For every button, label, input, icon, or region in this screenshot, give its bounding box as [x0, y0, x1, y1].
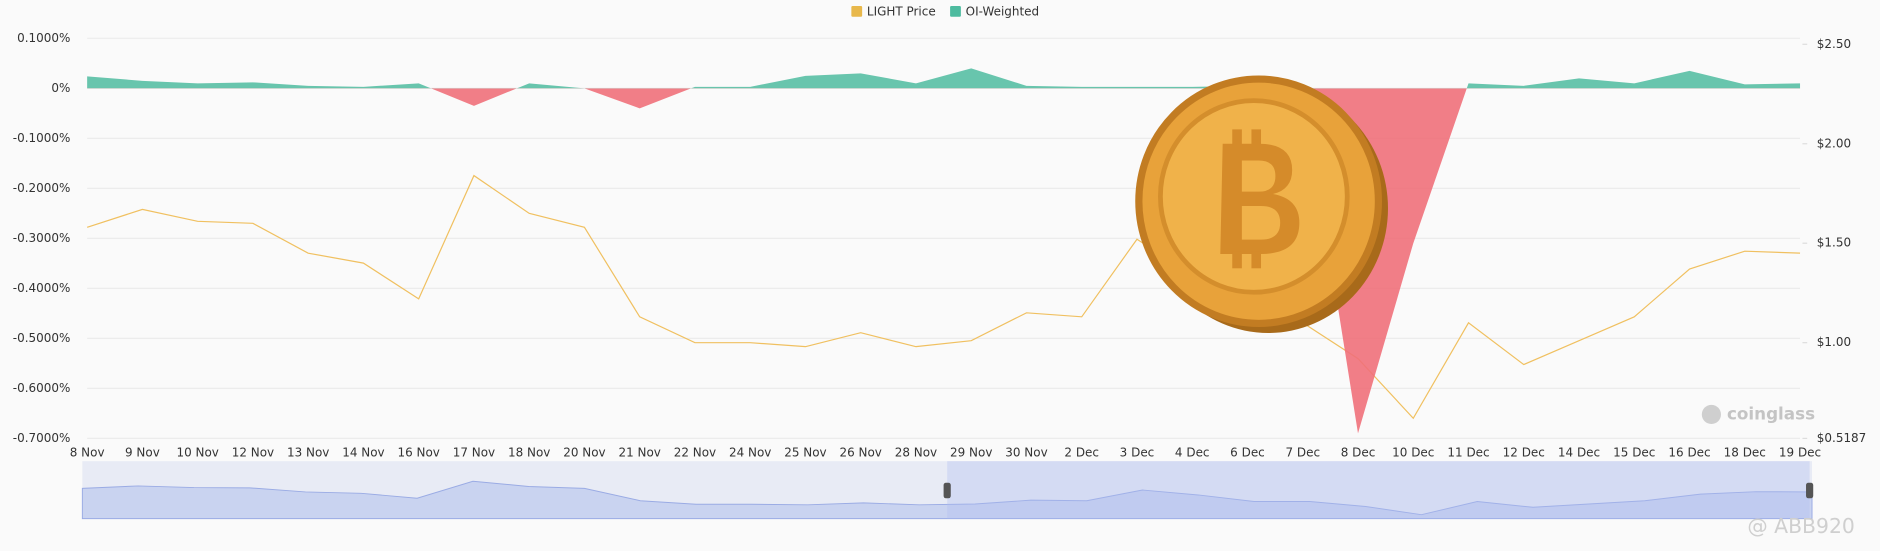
- x-tick-label: 21 Nov: [618, 445, 660, 459]
- area-positive: [87, 68, 1801, 89]
- x-tick-label: 14 Dec: [1558, 445, 1600, 459]
- x-tick-label: 18 Dec: [1724, 445, 1766, 459]
- x-tick-label: 20 Nov: [563, 445, 605, 459]
- x-tick-label: 17 Nov: [453, 445, 495, 459]
- legend-swatch: [950, 5, 961, 17]
- x-tick-label: 26 Nov: [840, 445, 882, 459]
- x-tick-label: 25 Nov: [784, 445, 826, 459]
- y2-tick-label: $2.50: [1817, 37, 1851, 51]
- y-tick-label: -0.7000%: [13, 431, 71, 445]
- x-tick-label: 8 Nov: [70, 445, 105, 459]
- y-tick-label: -0.6000%: [13, 381, 71, 395]
- x-tick-label: 12 Nov: [232, 445, 274, 459]
- x-tick-label: 15 Dec: [1613, 445, 1655, 459]
- price-line: [86, 174, 1801, 420]
- watermark: @ ABB920: [1747, 514, 1855, 538]
- watermark-logo: [1701, 404, 1721, 425]
- y2-tick-label: $2.00: [1817, 136, 1851, 150]
- x-tick-label: 28 Nov: [895, 445, 937, 459]
- x-tick-label: 7 Dec: [1285, 445, 1320, 459]
- x-tick-label: 8 Dec: [1341, 445, 1376, 459]
- x-tick-label: 22 Nov: [674, 445, 716, 459]
- navigator-handle[interactable]: [1806, 482, 1814, 499]
- x-tick-label: 16 Nov: [397, 445, 439, 459]
- navigator-area: [81, 480, 1813, 520]
- y-tick-label: 0.1000%: [17, 31, 70, 45]
- legend-label: OI-Weighted: [966, 4, 1039, 18]
- x-tick-label: 2 Dec: [1064, 445, 1099, 459]
- y2-tick-label: $1.50: [1817, 236, 1851, 250]
- y-tick-label: -0.4000%: [13, 281, 71, 295]
- x-tick-label: 10 Dec: [1392, 445, 1434, 459]
- x-tick-label: 19 Dec: [1779, 445, 1821, 459]
- x-tick-label: 13 Nov: [287, 445, 329, 459]
- x-tick-label: 3 Dec: [1120, 445, 1155, 459]
- x-tick-label: 4 Dec: [1175, 445, 1210, 459]
- y-tick-label: -0.3000%: [13, 231, 71, 245]
- y-tick-label: 0%: [51, 81, 70, 95]
- x-tick-label: 24 Nov: [729, 445, 771, 459]
- legend-label: LIGHT Price: [867, 4, 936, 18]
- x-tick-label: 16 Dec: [1668, 445, 1710, 459]
- navigator-handle[interactable]: [943, 482, 951, 499]
- x-tick-label: 14 Nov: [342, 445, 384, 459]
- x-tick-label: 29 Nov: [950, 445, 992, 459]
- y-tick-label: -0.5000%: [13, 331, 71, 345]
- y2-tick-label: $0.5187: [1817, 431, 1866, 445]
- watermark: coinglass: [1727, 403, 1815, 423]
- x-tick-label: 10 Nov: [176, 445, 218, 459]
- coin-illustration: [1135, 75, 1388, 333]
- x-tick-label: 12 Dec: [1503, 445, 1545, 459]
- navigator-selection: [947, 461, 1810, 519]
- y2-tick-label: $1.00: [1817, 335, 1851, 349]
- area-negative: [87, 88, 1801, 434]
- y-tick-label: -0.1000%: [13, 131, 71, 145]
- x-tick-label: 30 Nov: [1005, 445, 1047, 459]
- x-tick-label: 18 Nov: [508, 445, 550, 459]
- x-tick-label: 6 Dec: [1230, 445, 1265, 459]
- x-tick-label: 11 Dec: [1447, 445, 1489, 459]
- y-tick-label: -0.2000%: [13, 181, 71, 195]
- x-tick-label: 9 Nov: [125, 445, 160, 459]
- legend-swatch: [851, 5, 863, 17]
